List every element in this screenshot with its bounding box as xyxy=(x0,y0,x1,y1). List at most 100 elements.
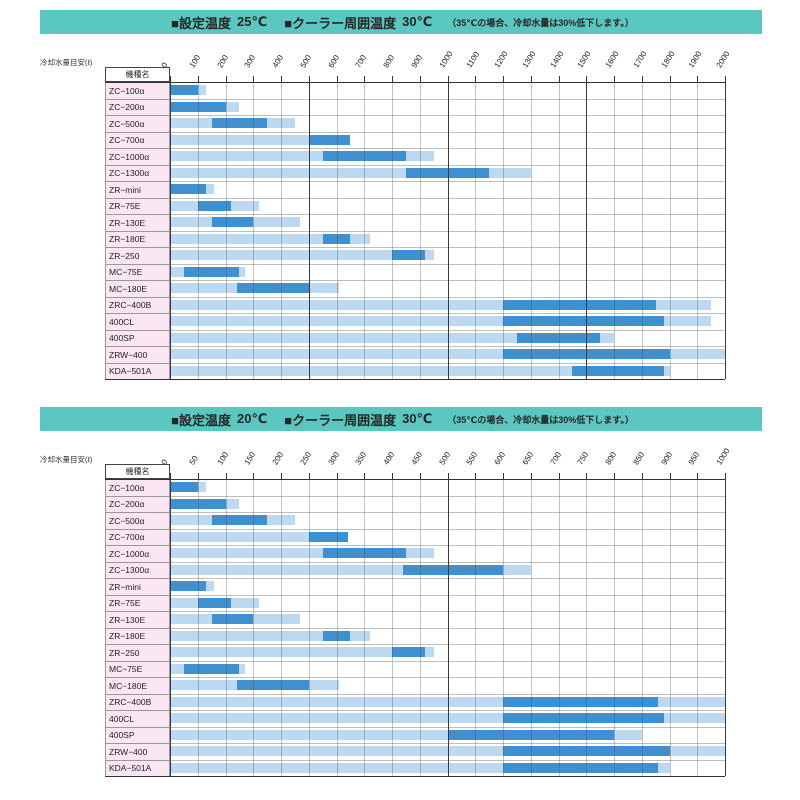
model-label: ZRW−400 xyxy=(105,346,170,364)
derating-note: （35℃の場合、冷却水量は30%低下します。） xyxy=(447,414,634,425)
x-tick-label: 300 xyxy=(326,450,341,467)
bar-light xyxy=(170,151,434,161)
plot-bottom-border xyxy=(105,776,725,777)
model-label: ZC−200α xyxy=(105,98,170,116)
bar-dark xyxy=(183,663,240,674)
model-label: ZC−200α xyxy=(105,495,170,513)
plot-bottom-border xyxy=(105,379,725,380)
axis-tick xyxy=(586,76,588,82)
row-separator xyxy=(105,148,725,149)
gridline xyxy=(197,479,199,776)
x-tick-label: 1800 xyxy=(659,49,677,70)
axis-tick xyxy=(392,76,393,82)
bar-dark xyxy=(322,151,406,161)
model-column-header: 機種名 xyxy=(105,464,170,479)
x-tick-label: 1200 xyxy=(492,49,510,70)
ambient-temp-value: 30℃ xyxy=(402,14,433,29)
model-label: ZC−700α xyxy=(105,131,170,149)
row-separator xyxy=(105,247,725,248)
x-tick-label: 200 xyxy=(215,53,230,70)
axis-tick xyxy=(225,76,227,82)
row-separator xyxy=(105,561,725,563)
axis-tick xyxy=(697,76,699,82)
row-separator xyxy=(105,296,725,298)
x-tick-label: 150 xyxy=(242,450,258,467)
axis-tick xyxy=(225,473,227,479)
row-separator xyxy=(105,230,725,232)
x-tick-label: 650 xyxy=(520,450,535,467)
row-separator xyxy=(105,677,725,678)
row-separator xyxy=(105,346,725,347)
axis-tick xyxy=(725,76,726,82)
capacity-chart-25c: 冷却水量目安(ℓ) 機種名 0 100 200 300 400 500 600 700 800 9… xyxy=(40,36,762,388)
row-separator xyxy=(105,512,725,513)
gridline xyxy=(253,479,255,776)
bar-dark xyxy=(503,299,656,310)
gridline xyxy=(503,479,504,776)
model-label: ZR−mini xyxy=(105,181,170,199)
x-tick-label: 900 xyxy=(659,450,674,467)
axis-tick xyxy=(447,473,449,479)
capacity-chart-20c: 冷却水量目安(ℓ) 機種名 0 50 100 150 200 250 300 350 400 45… xyxy=(40,433,762,785)
gridline xyxy=(447,479,449,776)
row-separator xyxy=(105,313,725,314)
gridline xyxy=(725,479,726,776)
x-tick-label: 950 xyxy=(686,450,702,467)
gridline xyxy=(392,479,393,776)
gridline xyxy=(197,82,199,379)
bar-dark xyxy=(503,746,670,756)
panel-20c: ■設定温度 20℃ ■クーラー周囲温度 30℃ （35℃の場合、冷却水量は30%… xyxy=(40,407,762,785)
axis-tick xyxy=(558,473,560,479)
x-tick-label: 1600 xyxy=(603,49,621,70)
gridline xyxy=(669,479,671,776)
axis-caption: 冷却水量目安(ℓ) xyxy=(40,455,93,464)
bar-dark xyxy=(322,233,351,244)
x-tick-label: 50 xyxy=(187,454,200,467)
axis-tick xyxy=(669,76,671,82)
gridline xyxy=(225,479,227,776)
model-label: ZC−1000α xyxy=(105,545,170,563)
model-label: ZRC−400B xyxy=(105,296,170,314)
axis-tick xyxy=(197,76,199,82)
bar-light xyxy=(170,531,348,542)
axis-tick xyxy=(641,76,643,82)
x-tick-label: 1100 xyxy=(464,50,482,70)
gridline xyxy=(253,82,255,379)
axis-tick xyxy=(669,473,671,479)
model-label: KDA−501A xyxy=(105,759,170,777)
gridline xyxy=(170,479,171,776)
gridline xyxy=(308,82,310,379)
axis-tick xyxy=(197,473,199,479)
x-tick-label: 450 xyxy=(409,450,424,467)
row-separator xyxy=(105,214,725,215)
bar-light xyxy=(170,647,434,657)
gridline xyxy=(336,479,338,776)
plot-top-border xyxy=(105,82,725,83)
x-tick-label: 550 xyxy=(464,450,480,467)
x-tick-label: 700 xyxy=(548,450,563,467)
x-tick-label: 1700 xyxy=(631,49,649,70)
bar-dark xyxy=(170,581,207,591)
x-tick-label: 1000 xyxy=(437,49,455,70)
row-separator xyxy=(105,759,725,761)
x-tick-label: 100 xyxy=(187,53,202,70)
model-label: ZR−250 xyxy=(105,247,170,265)
x-tick-label: 900 xyxy=(409,53,424,70)
bar-dark xyxy=(211,515,268,525)
bar-dark xyxy=(392,250,426,260)
bar-light xyxy=(170,729,642,740)
gridline xyxy=(281,479,282,776)
axis-tick xyxy=(447,76,449,82)
settings-banner-25c: ■設定温度 25℃ ■クーラー周囲温度 30℃ （35℃の場合、冷却水量は30%… xyxy=(40,10,762,34)
row-separator xyxy=(105,611,725,612)
bar-dark xyxy=(211,118,268,128)
x-tick-label: 1500 xyxy=(575,49,593,70)
axis-tick xyxy=(364,473,366,479)
gridline xyxy=(725,82,726,379)
x-tick-label: 1400 xyxy=(548,49,566,70)
ambient-temp-label: ■クーラー周囲温度 xyxy=(284,15,397,31)
bar-light xyxy=(170,365,670,376)
x-tick-label: 2000 xyxy=(714,49,732,70)
bar-light xyxy=(170,564,531,575)
model-label: ZC−100α xyxy=(105,82,170,100)
